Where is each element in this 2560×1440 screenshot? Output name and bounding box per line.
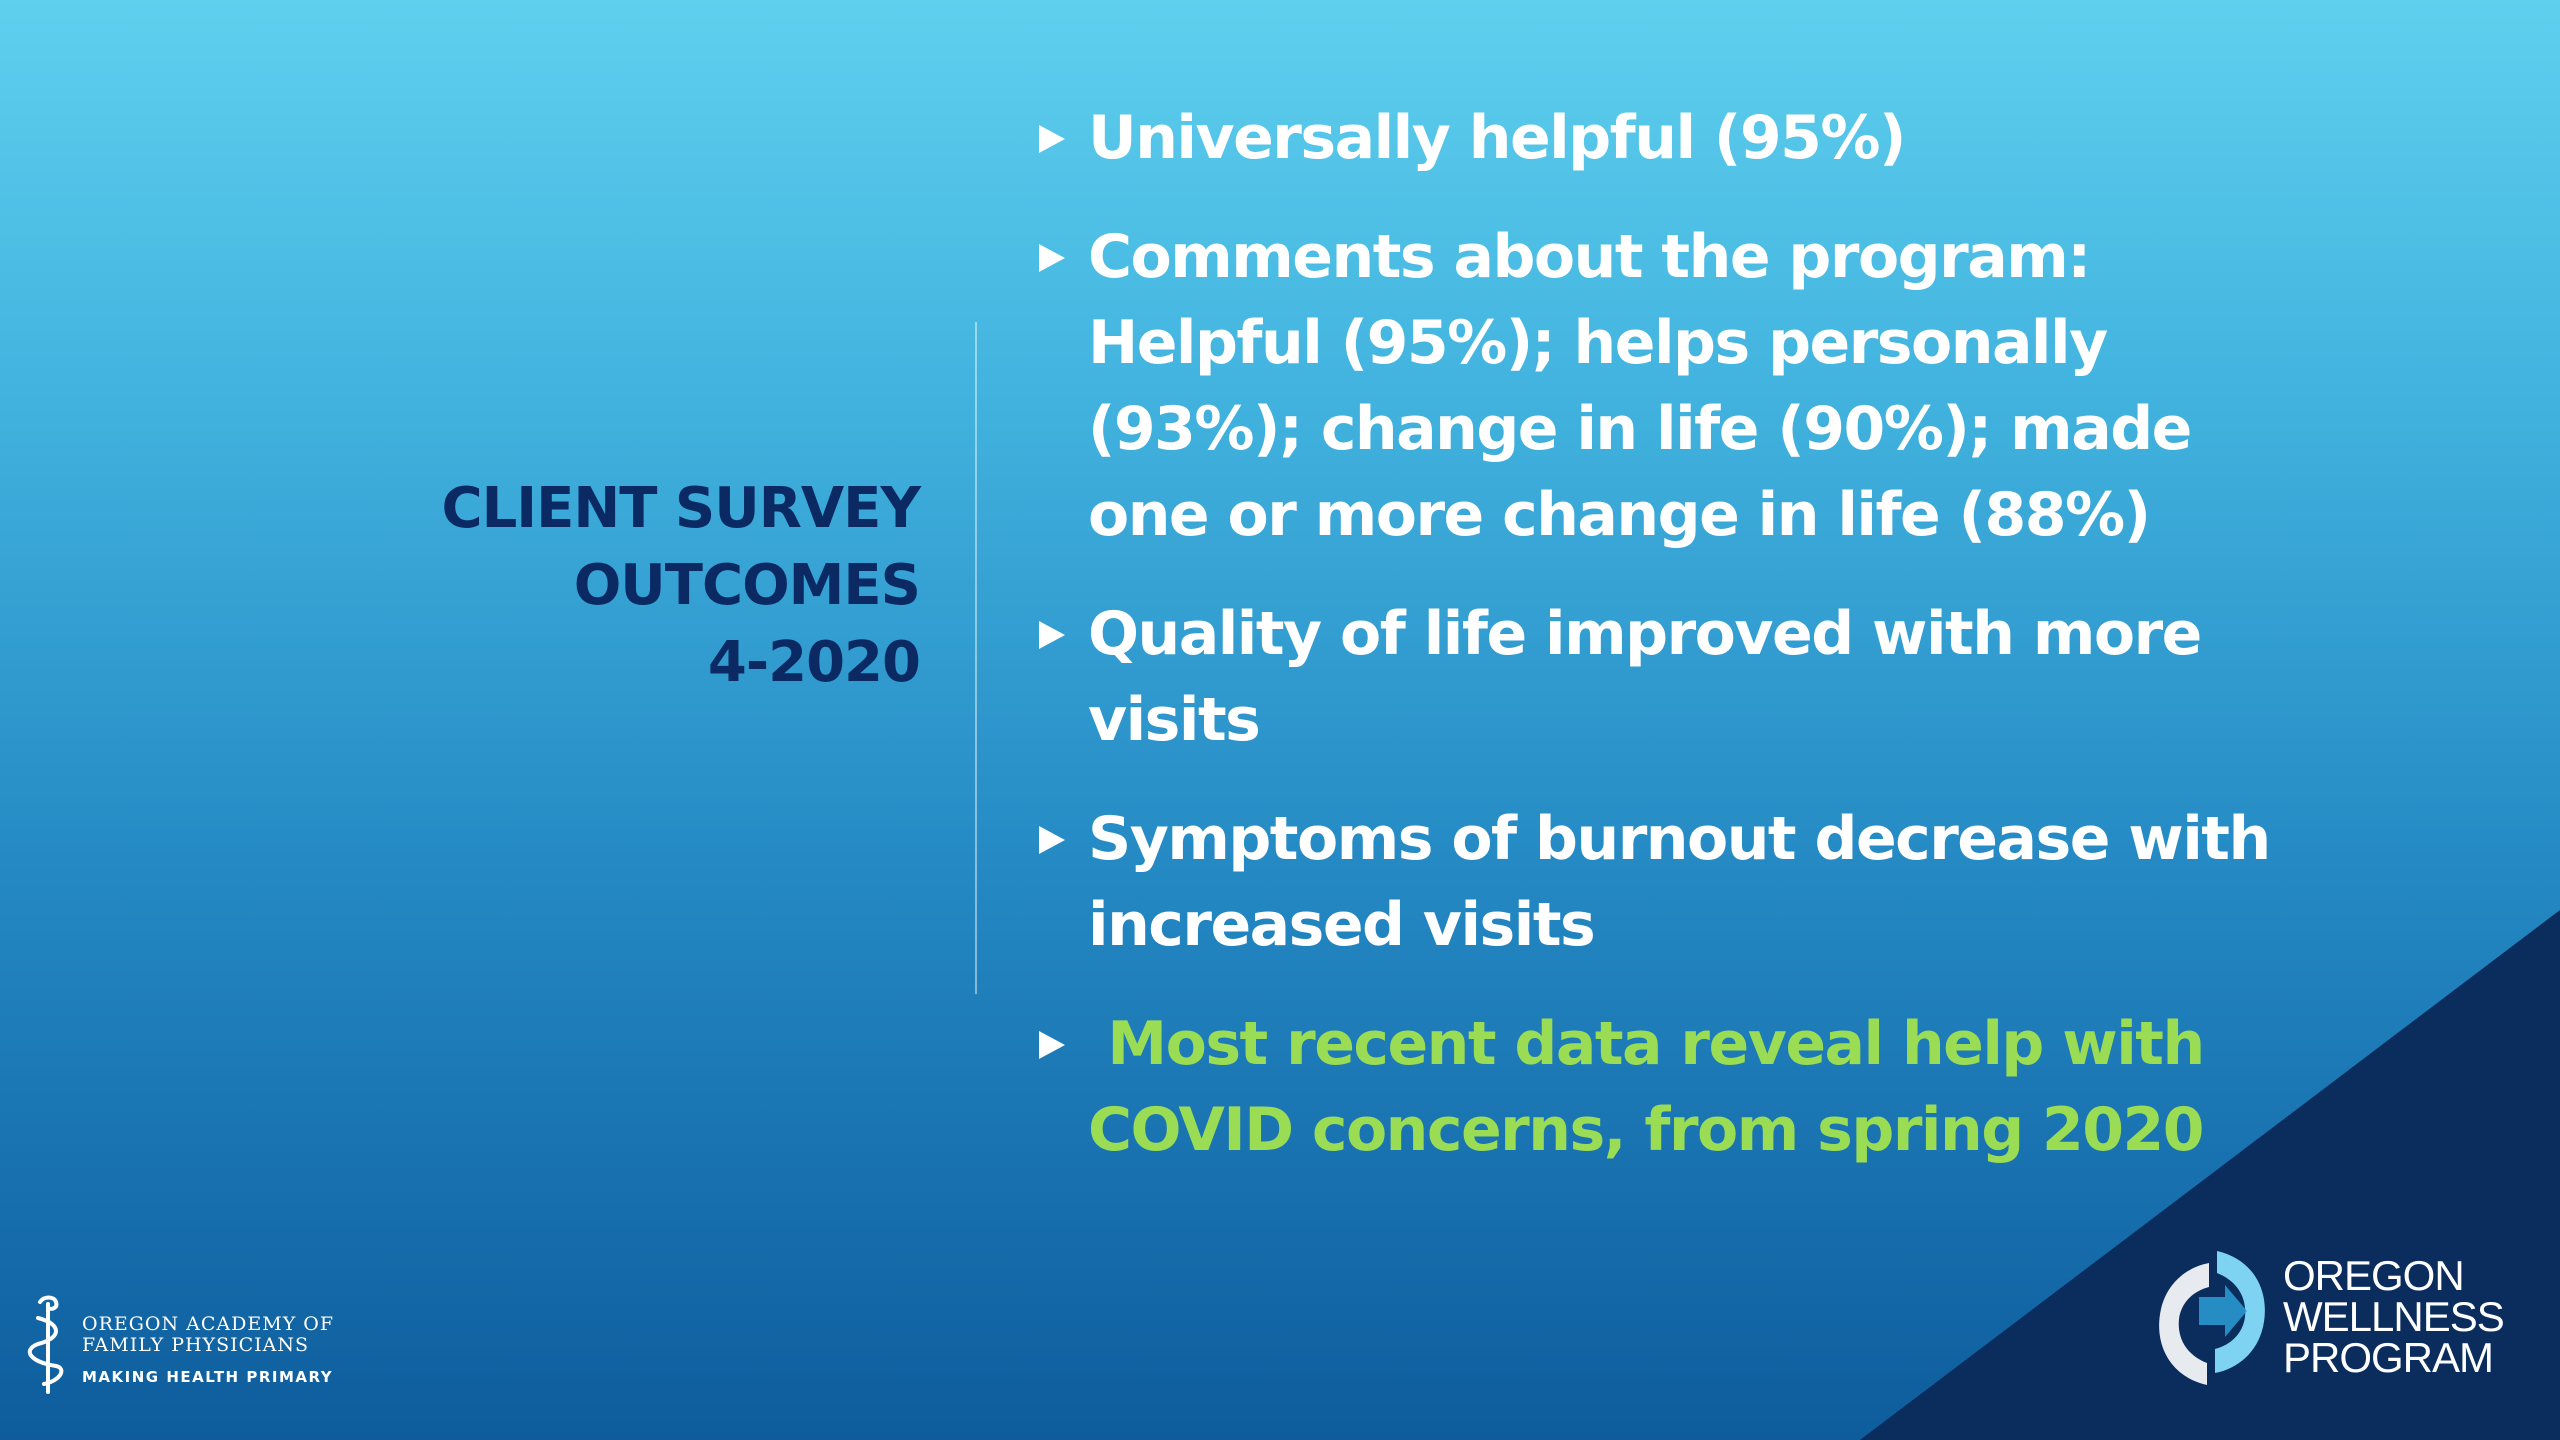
oafp-name-line-2: FAMILY PHYSICIANS <box>82 1334 310 1356</box>
owp-logo: OREGON WELLNESS PROGRAM <box>2155 1245 2535 1395</box>
bullet-text: Universally helpful (95%) <box>1088 103 1906 173</box>
triangle-right-icon <box>1039 1031 1065 1059</box>
slide-title-line-2: OUTCOMES <box>573 553 921 618</box>
bullet-item-highlight: Most recent data reveal help with COVID … <box>1035 1001 2325 1173</box>
caduceus-icon <box>27 1295 64 1394</box>
oafp-name: OREGON ACADEMY OF FAMILY PHYSICIANS <box>82 1314 334 1356</box>
bullet-item: Comments about the program: Helpful (95%… <box>1035 214 2325 558</box>
bullet-item: Symptoms of burnout decrease with increa… <box>1035 796 2325 968</box>
slide-title-line-1: CLIENT SURVEY <box>441 476 921 541</box>
slide-title: CLIENT SURVEY OUTCOMES 4-2020 <box>400 470 921 701</box>
oafp-logo: OREGON ACADEMY OF FAMILY PHYSICIANS MAKI… <box>26 1290 346 1410</box>
bullet-text: Quality of life improved with more visit… <box>1088 599 2202 755</box>
owp-name-line-3: PROGRAM <box>2283 1334 2494 1381</box>
circular-arrows-icon <box>2159 1251 2265 1385</box>
triangle-right-icon <box>1039 621 1065 649</box>
oafp-name-line-1: OREGON ACADEMY OF <box>82 1313 335 1335</box>
bullet-item: Quality of life improved with more visit… <box>1035 591 2325 763</box>
bullet-text: Comments about the program: Helpful (95%… <box>1088 222 2192 550</box>
bullet-item: Universally helpful (95%) <box>1035 95 2325 181</box>
triangle-right-icon <box>1039 125 1065 153</box>
owp-name: OREGON WELLNESS PROGRAM <box>2283 1252 2505 1381</box>
owp-name-line-2: WELLNESS <box>2283 1293 2505 1340</box>
owp-name-line-1: OREGON <box>2283 1252 2465 1299</box>
triangle-right-icon <box>1039 244 1065 272</box>
vertical-divider <box>975 322 977 994</box>
slide-title-line-3: 4-2020 <box>707 630 921 695</box>
triangle-right-icon <box>1039 826 1065 854</box>
bullet-text: Most recent data reveal help with COVID … <box>1088 1009 2224 1165</box>
oafp-tagline: MAKING HEALTH PRIMARY <box>82 1368 334 1386</box>
bullet-list: Universally helpful (95%) Comments about… <box>1035 95 2325 1206</box>
bullet-text: Symptoms of burnout decrease with increa… <box>1088 804 2271 960</box>
